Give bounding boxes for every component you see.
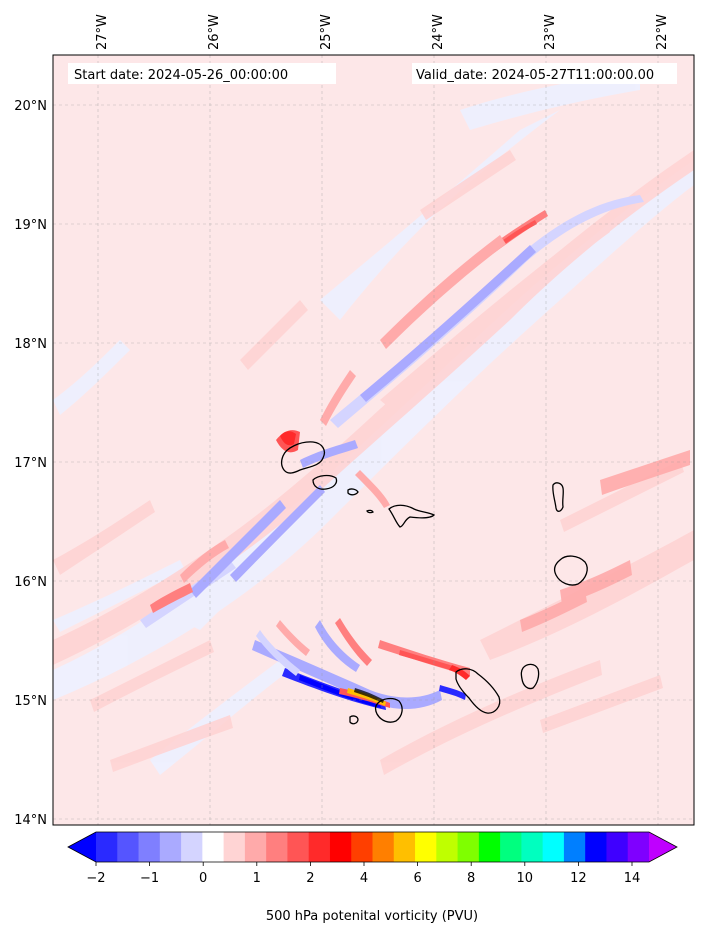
colorbar-tick-label: 1 (253, 871, 261, 886)
colorbar-swatch (585, 832, 608, 862)
pv-southern-couplet (252, 618, 470, 710)
island-santiago (455, 668, 501, 714)
pv-santo-antao-wave (276, 370, 390, 508)
island-sal (552, 482, 564, 512)
lat-label: 14°N (14, 813, 47, 828)
island-maio (520, 663, 540, 690)
colorbar-swatch (223, 832, 246, 862)
map-frame (52, 54, 695, 826)
colorbar-swatch (159, 832, 182, 862)
colorbar-tick-label: 6 (413, 871, 421, 886)
colorbar-tick-label: 8 (467, 871, 475, 886)
colorbar-swatch (521, 832, 544, 862)
island-branco (366, 509, 374, 514)
colorbar-swatch (202, 832, 225, 862)
island-coastlines (280, 441, 588, 725)
lat-label: 16°N (14, 575, 47, 590)
colorbar-swatch (351, 832, 374, 862)
lat-label: 19°N (14, 218, 47, 233)
colorbar-extend-max (649, 832, 677, 862)
colorbar-swatch (393, 832, 416, 862)
island-fogo (374, 697, 403, 723)
pv-southwest-streaks (140, 485, 325, 628)
map-panel: Start date: 2024-05-26_00:00:00 Valid_da… (52, 54, 695, 826)
colorbar-tick-label: 4 (360, 871, 368, 886)
colorbar-swatch (244, 832, 267, 862)
gridlines (53, 55, 694, 825)
colorbar-swatch (627, 832, 650, 862)
colorbar-swatch (329, 832, 352, 862)
colorbar-swatch (287, 832, 310, 862)
colorbar-tick-label: 2 (306, 871, 314, 886)
colorbar-swatch (138, 832, 161, 862)
colorbar-swatch (372, 832, 395, 862)
lon-label: 27°W (95, 14, 110, 50)
colorbar-tick-label: 14 (624, 871, 641, 886)
colorbar-swatch (500, 832, 522, 862)
start-date-text: Start date: 2024-05-26_00:00:00 (74, 68, 288, 83)
start-date-box: Start date: 2024-05-26_00:00:00 (68, 63, 336, 84)
colorbar-swatch (457, 832, 480, 862)
pv-eastern-patches (520, 450, 690, 632)
pv-field (53, 70, 694, 775)
lat-label: 17°N (14, 456, 47, 471)
colorbar-tick-label: 12 (570, 871, 587, 886)
colorbar-swatch (96, 832, 118, 862)
lon-label: 22°W (655, 14, 670, 50)
colorbar-ticks: −2 −1 0 1 2 4 6 8 10 12 14 (86, 862, 640, 886)
colorbar-tick-label: 10 (517, 871, 534, 886)
valid-date-box: Valid_date: 2024-05-27T11:00:00.00 (412, 63, 677, 84)
colorbar-swatch (415, 832, 437, 862)
colorbar-tick-label: −1 (140, 871, 159, 886)
colorbar-swatch (181, 832, 203, 862)
lon-label: 24°W (431, 14, 446, 50)
island-brava (349, 715, 359, 725)
longitude-labels: 27°W 26°W 25°W 24°W 23°W 22°W (95, 14, 670, 50)
island-sao-vicente (312, 474, 338, 490)
island-santa-luzia (347, 488, 359, 496)
lon-label: 26°W (207, 14, 222, 50)
lon-label: 25°W (319, 14, 334, 50)
colorbar-swatch (436, 832, 459, 862)
colorbar-swatch (308, 832, 331, 862)
pv-jet-streak (330, 195, 644, 428)
colorbar-swatch (606, 832, 629, 862)
lon-label: 23°W (543, 14, 558, 50)
colorbar-swatches (96, 832, 650, 862)
colorbar-tick-label: −2 (86, 871, 105, 886)
latitude-labels: 20°N 19°N 18°N 17°N 16°N 15°N 14°N (14, 99, 47, 828)
colorbar-swatch (563, 832, 586, 862)
colorbar-swatch (266, 832, 289, 862)
colorbar-extend-min (68, 832, 96, 862)
lat-label: 18°N (14, 337, 47, 352)
colorbar-swatch (478, 832, 501, 862)
island-sao-nicolau (388, 504, 436, 528)
colorbar: −2 −1 0 1 2 4 6 8 10 12 14 500 hPa potenital vorti… (67, 831, 678, 924)
colorbar-label: 500 hPa potenital vorticity (PVU) (266, 909, 478, 924)
colorbar-tick-label: 0 (199, 871, 207, 886)
colorbar-swatch (542, 832, 565, 862)
lat-label: 20°N (14, 99, 47, 114)
lat-label: 15°N (14, 694, 47, 709)
island-santo-antao (280, 441, 326, 474)
valid-date-text: Valid_date: 2024-05-27T11:00:00.00 (416, 68, 654, 83)
island-boa-vista (553, 555, 588, 586)
colorbar-swatch (117, 832, 140, 862)
